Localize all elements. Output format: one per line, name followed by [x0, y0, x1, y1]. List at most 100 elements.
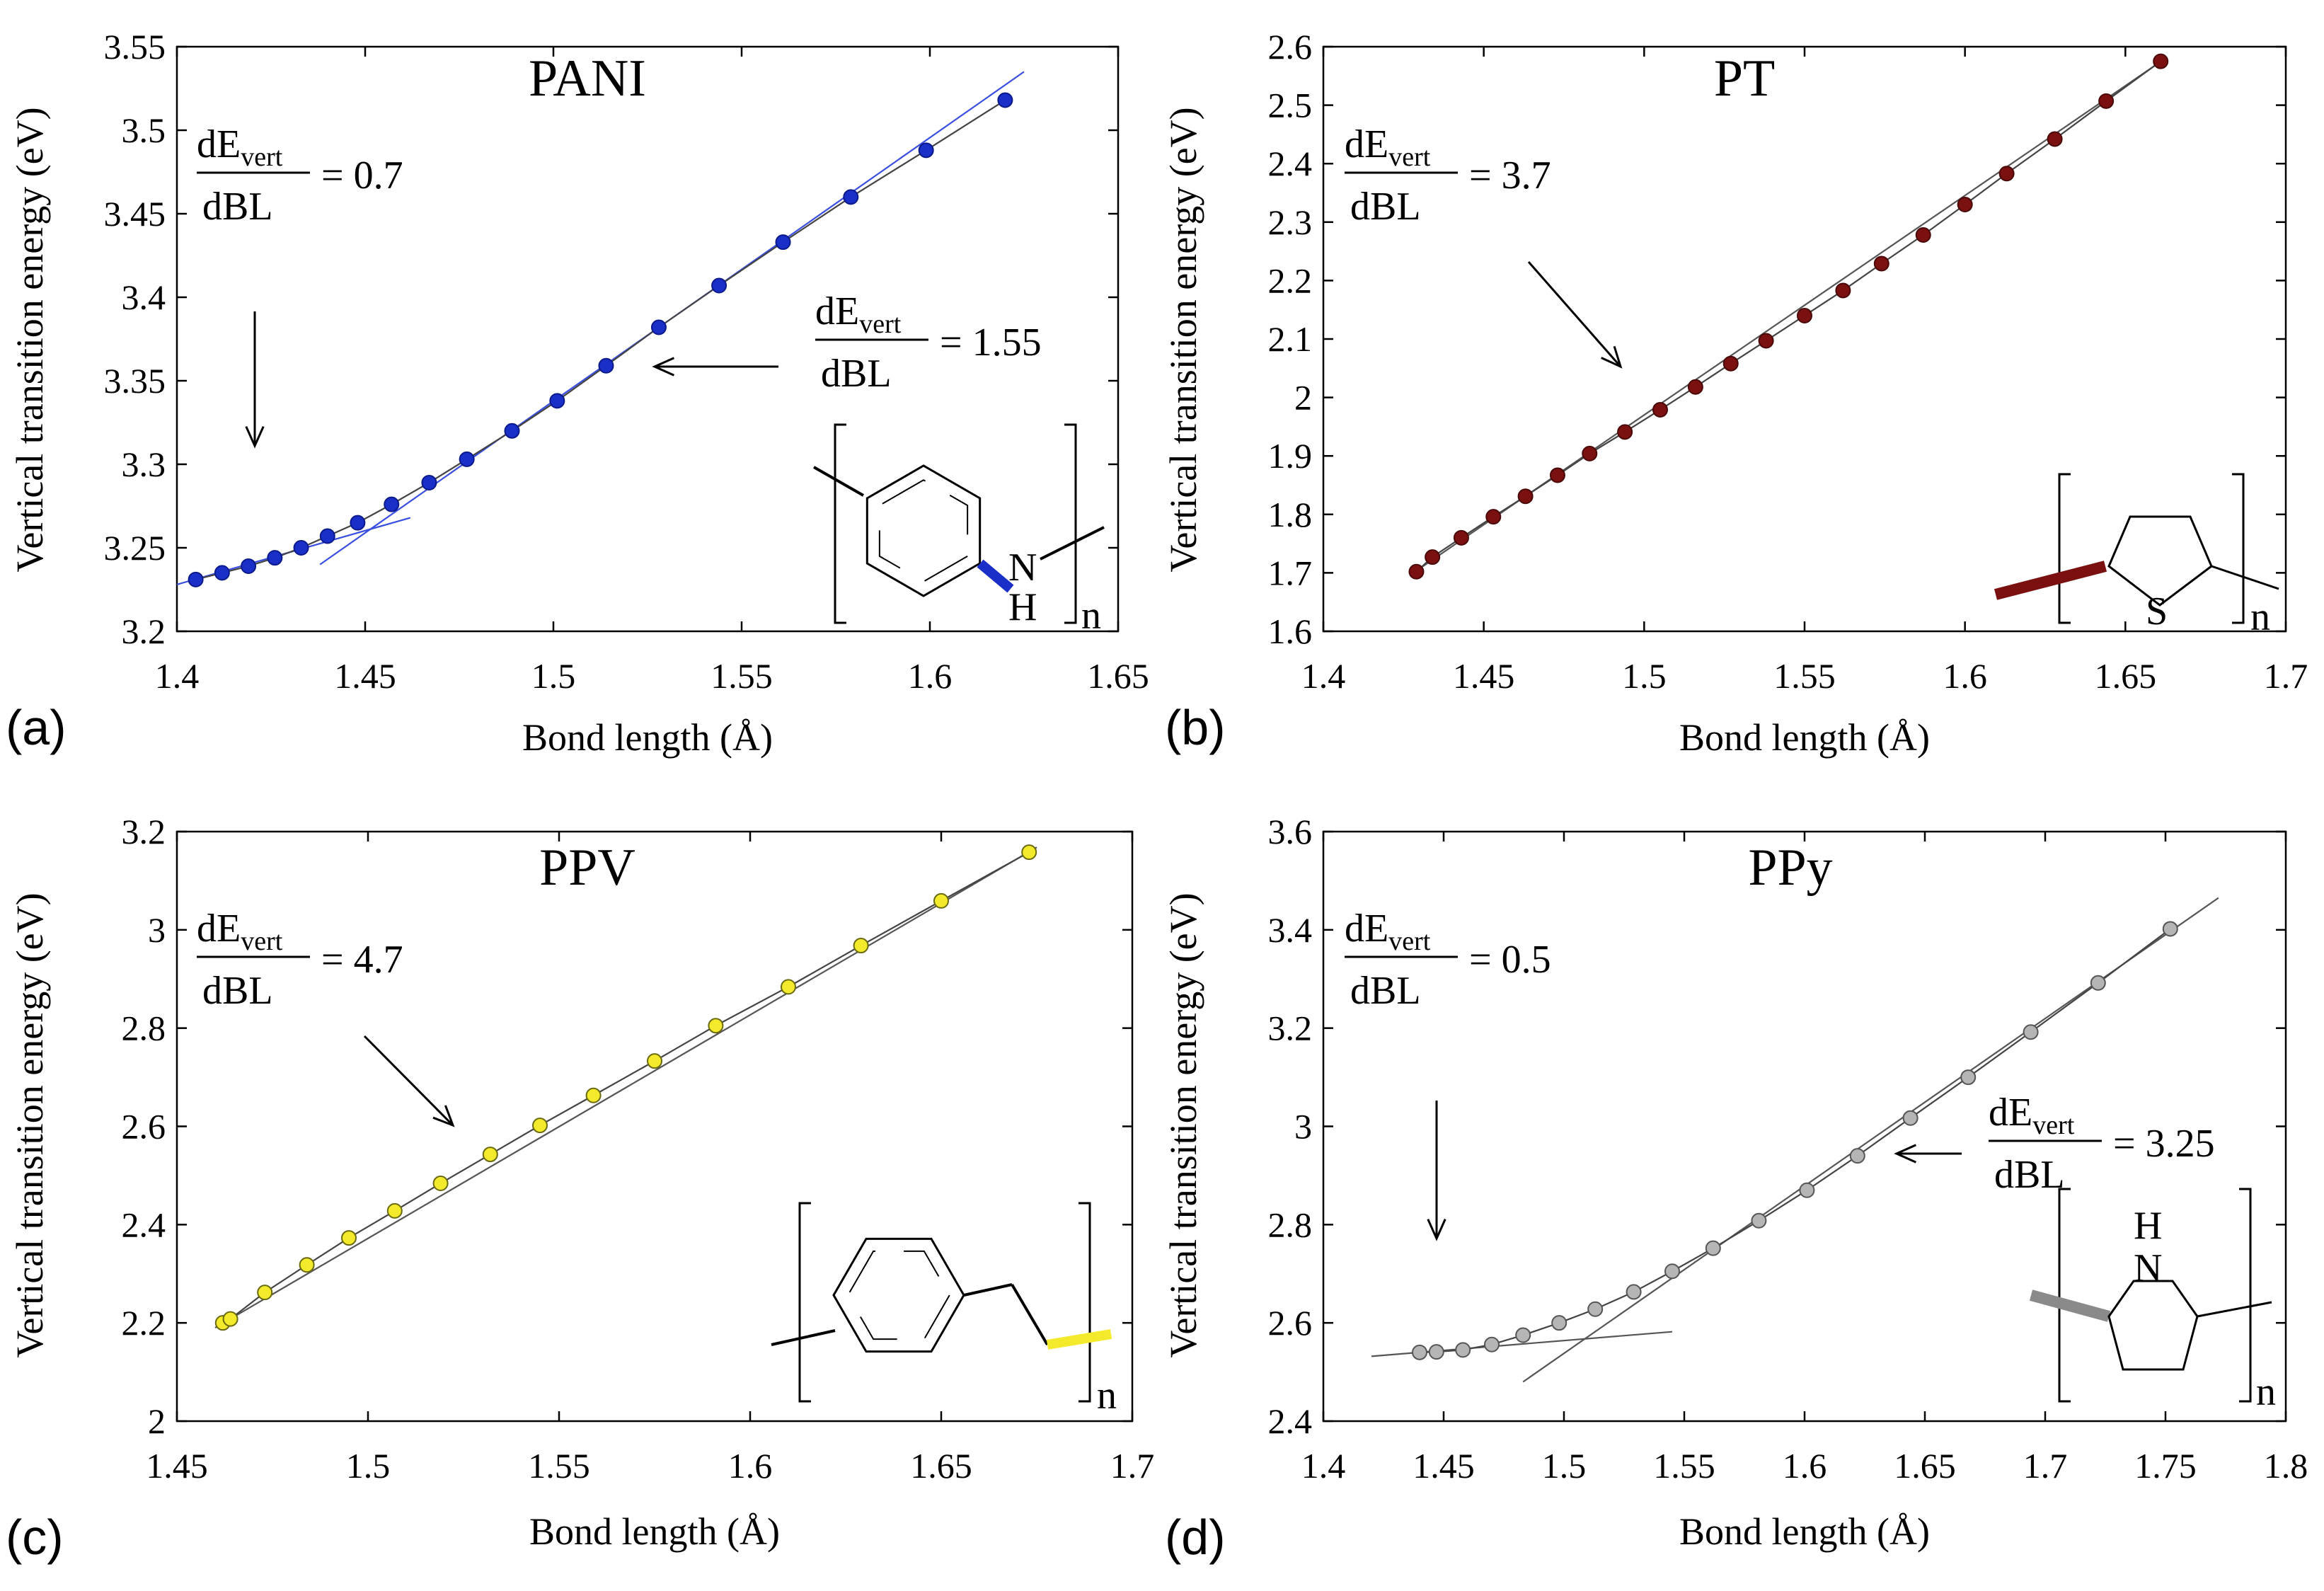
data-point: [1873, 255, 1889, 272]
fraction-denominator: dBL: [821, 352, 892, 396]
x-axis-label: Bond length (Å): [1679, 1510, 1930, 1553]
y-tick-label: 3.3: [122, 444, 166, 484]
y-axis-label: Vertical transition energy (eV): [1162, 107, 1204, 572]
data-point: [1960, 1069, 1977, 1086]
right-bracket: [1064, 423, 1077, 624]
right-bracket: [2232, 473, 2245, 624]
data-point: [1902, 1110, 1919, 1126]
y-tick-label: 3.2: [1268, 1009, 1313, 1048]
x-tick-label: 1.55: [711, 656, 773, 696]
data-point: [2153, 53, 2169, 69]
x-tick-label: 1.5: [1542, 1446, 1587, 1486]
numerator-main: dE: [1345, 122, 1388, 166]
x-tick-label: 1.6: [1783, 1446, 1827, 1486]
slope-annotation: dEvert dBL = 0.5: [1345, 907, 1551, 1241]
repeat-label: n: [2256, 1370, 2276, 1414]
bond-right: [2211, 565, 2279, 590]
atom-label-n: N: [1008, 546, 1037, 590]
monomer-structure: NH n: [813, 423, 1105, 638]
data-point: [1705, 1240, 1721, 1256]
y-tick-label: 2.2: [1268, 260, 1313, 300]
data-point: [1617, 424, 1633, 440]
data-point: [1485, 509, 1502, 525]
x-tick-label: 1.7: [2023, 1446, 2068, 1486]
data-point: [241, 558, 257, 574]
left-bracket: [2058, 473, 2071, 624]
series-line: [222, 851, 1030, 1324]
right-bracket: [2239, 1188, 2252, 1403]
chart-title: PT: [1714, 50, 1775, 108]
data-point: [257, 1285, 273, 1301]
y-tick-label: 3: [1294, 1107, 1312, 1147]
data-point: [997, 92, 1013, 108]
y-tick-label: 2.1: [1268, 319, 1313, 359]
y-tick-label: 1.7: [1268, 553, 1313, 592]
slope-annotation: dEvert dBL = 1.55: [652, 289, 1042, 396]
arrow-head: [1427, 1218, 1446, 1241]
highlighted-bond: [1994, 561, 2107, 600]
panel-ppv: 1.45 1.5 1.55 1.6 1.65 1.7 2 2.2 2.4 2.6 2.8 3 3.2 Bo…: [6, 812, 1154, 1565]
data-point: [549, 393, 565, 409]
data-point: [918, 142, 934, 159]
y-tick-label: 2.4: [1268, 1401, 1313, 1441]
y-tick-label: 2.6: [122, 1107, 166, 1147]
data-point: [2047, 131, 2063, 147]
x-tick-label: 1.45: [1413, 1446, 1475, 1486]
data-point: [933, 892, 949, 909]
data-point: [222, 1311, 238, 1327]
data-point: [843, 189, 859, 205]
data-point: [2162, 921, 2178, 937]
data-point: [1021, 844, 1037, 861]
data-point: [459, 451, 475, 467]
slope-annotation: dEvert dBL = 3.7: [1345, 122, 1623, 369]
arrow-head: [1894, 1144, 1917, 1164]
y-tick-label: 2.6: [1268, 27, 1313, 67]
atom-label-n: N: [2134, 1246, 2162, 1290]
numerator-subscript: vert: [2032, 1110, 2075, 1140]
y-tick-label: 3.25: [104, 528, 166, 568]
highlighted-bond: [977, 559, 1014, 593]
data-point: [1915, 226, 1931, 243]
y-tick-label: 3.4: [122, 277, 166, 317]
fraction-denominator: dBL: [1350, 185, 1421, 229]
data-point: [319, 528, 335, 544]
data-point: [1484, 1336, 1500, 1352]
data-point: [1664, 1263, 1680, 1280]
numerator-main: dE: [197, 907, 241, 950]
data-point: [1626, 1284, 1642, 1300]
plot-frame: [176, 45, 1120, 633]
y-tick-label: 2.2: [122, 1303, 166, 1343]
y-tick-label: 1.8: [1268, 495, 1313, 534]
fraction-numerator: dEvert: [1345, 122, 1431, 172]
y-tick-label: 3.45: [104, 194, 166, 234]
left-bracket: [798, 1202, 811, 1403]
numerator-subscript: vert: [241, 142, 283, 172]
panel-label: (b): [1165, 700, 1226, 755]
fraction-denominator: dBL: [202, 185, 273, 229]
data-point: [708, 1018, 724, 1034]
data-point: [532, 1118, 548, 1134]
y-tick-label: 3.5: [122, 110, 166, 150]
arrow-head: [432, 1105, 455, 1127]
data-point: [1587, 1301, 1604, 1317]
chart-title: PPy: [1748, 839, 1832, 897]
ring-inner-bonds: [847, 1250, 950, 1340]
data-point: [1412, 1344, 1427, 1360]
y-axis-label: Vertical transition energy (eV): [1162, 892, 1204, 1357]
data-point: [504, 423, 520, 439]
data-point: [1652, 401, 1668, 418]
x-tick-label: 1.65: [2095, 656, 2157, 696]
panel-label: (c): [6, 1510, 64, 1565]
slope-annotation: dEvert dBL = 4.7: [197, 907, 455, 1127]
bond-left: [813, 466, 864, 497]
y-tick-label: 3: [148, 910, 166, 950]
data-point: [1582, 445, 1598, 461]
y-tick-label: 3.2: [122, 611, 166, 651]
panel-label: (d): [1165, 1510, 1226, 1565]
x-tick-label: 1.55: [528, 1446, 590, 1486]
x-tick-label: 1.45: [1453, 656, 1515, 696]
y-tick-label: 2.4: [122, 1205, 166, 1244]
data-point: [1428, 1344, 1444, 1360]
x-axis-label: Bond length (Å): [1679, 716, 1930, 759]
fraction-numerator: dEvert: [197, 122, 283, 172]
